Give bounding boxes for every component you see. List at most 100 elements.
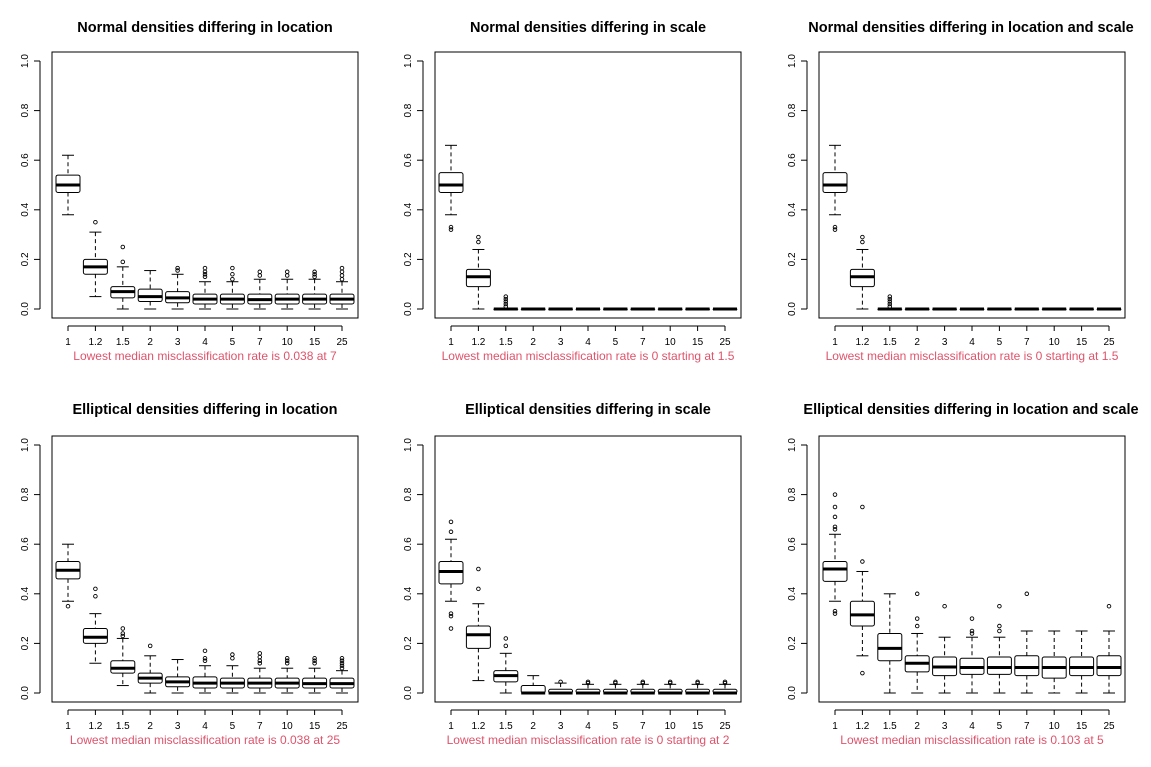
plot-frame bbox=[818, 51, 1126, 319]
outlier-point bbox=[914, 623, 920, 629]
box-1 bbox=[438, 144, 464, 232]
x-tick-label: 2 bbox=[914, 337, 920, 348]
box-2 bbox=[137, 643, 163, 694]
y-axis: 0.0 0.2 0.4 0.6 0.8 1.0 bbox=[20, 54, 41, 316]
outlier-point bbox=[312, 274, 317, 280]
box-2 bbox=[137, 270, 163, 310]
chart-title: Normal densities differing in location bbox=[77, 20, 332, 36]
x-tick-label: 1.5 bbox=[116, 721, 130, 732]
box-10 bbox=[657, 307, 683, 311]
outlier-point bbox=[832, 492, 838, 497]
x-tick-label: 1.2 bbox=[88, 337, 102, 348]
y-tick-label: 0.2 bbox=[403, 252, 414, 266]
chart-title: Elliptical densities differing in locati… bbox=[72, 402, 337, 418]
box-10 bbox=[274, 656, 300, 694]
x-tick-label: 10 bbox=[1049, 337, 1061, 348]
box-7 bbox=[630, 679, 656, 695]
outlier-point bbox=[613, 679, 618, 685]
x-tick-label: 7 bbox=[640, 721, 646, 732]
box-5 bbox=[219, 265, 245, 310]
outlier-point bbox=[257, 660, 263, 666]
y-tick-label: 0.2 bbox=[20, 252, 31, 266]
x-tick-label: 25 bbox=[719, 721, 731, 732]
box-1.5 bbox=[877, 593, 903, 694]
plot-frame bbox=[434, 51, 742, 319]
x-tick-label: 1.5 bbox=[499, 721, 513, 732]
box-7 bbox=[1014, 307, 1040, 311]
outlier-point bbox=[887, 301, 893, 307]
box-7 bbox=[630, 307, 656, 311]
x-tick-label: 3 bbox=[175, 721, 181, 732]
x-axis: 1 1.2 1.5 2 3 4 5 7 10 15 25 bbox=[65, 325, 348, 348]
outlier-point bbox=[257, 269, 263, 275]
x-tick-label: 7 bbox=[1024, 721, 1030, 732]
outlier-point bbox=[339, 660, 345, 666]
outlier-point bbox=[695, 679, 700, 685]
y-tick-label: 0.8 bbox=[403, 103, 414, 117]
box-15 bbox=[302, 269, 328, 310]
y-tick-label: 1.0 bbox=[787, 438, 798, 452]
x-tick-label: 3 bbox=[175, 337, 181, 348]
y-axis: 0.0 0.2 0.4 0.6 0.8 1.0 bbox=[403, 54, 424, 316]
x-tick-label: 4 bbox=[969, 337, 975, 348]
x-tick-label: 10 bbox=[665, 337, 677, 348]
x-tick-label: 1 bbox=[448, 721, 454, 732]
x-tick-label: 25 bbox=[1103, 337, 1115, 348]
outlier-point bbox=[230, 652, 235, 657]
y-tick-label: 0.8 bbox=[20, 487, 31, 501]
chart-title: Elliptical densities differing in locati… bbox=[803, 402, 1138, 418]
outlier-point bbox=[339, 656, 345, 661]
outlier-point bbox=[503, 299, 509, 304]
x-tick-label: 1 bbox=[832, 721, 838, 732]
outlier-point bbox=[448, 626, 454, 631]
x-tick-label: 7 bbox=[640, 337, 646, 348]
outlier-point bbox=[93, 219, 98, 225]
y-tick-label: 1.0 bbox=[20, 54, 31, 68]
outlier-point bbox=[202, 272, 208, 277]
outlier-point bbox=[120, 631, 126, 636]
x-tick-label: 2 bbox=[147, 337, 153, 348]
outlier-point bbox=[860, 670, 865, 676]
box-1.5 bbox=[493, 294, 519, 311]
chart-panel-6: Elliptical densities differing in locati… bbox=[787, 402, 1139, 747]
box-15 bbox=[685, 307, 711, 311]
x-tick-label: 1.5 bbox=[883, 337, 897, 348]
box-10 bbox=[1041, 630, 1067, 694]
x-tick-label: 2 bbox=[530, 337, 536, 348]
outlier-point bbox=[503, 304, 509, 309]
chart-title: Normal densities differing in scale bbox=[470, 20, 706, 36]
outlier-point bbox=[312, 269, 317, 275]
box-4 bbox=[575, 679, 601, 695]
outlier-point bbox=[476, 234, 481, 240]
outlier-point bbox=[312, 272, 317, 277]
y-axis: 0.0 0.2 0.4 0.6 0.8 1.0 bbox=[403, 438, 424, 700]
box-1.2 bbox=[465, 234, 491, 310]
outlier-point bbox=[448, 227, 454, 232]
outlier-point bbox=[997, 603, 1002, 609]
box-15 bbox=[685, 679, 711, 695]
x-tick-label: 1.2 bbox=[471, 337, 485, 348]
x-tick-label: 7 bbox=[257, 721, 263, 732]
panels-layer: Normal densities differing in location 0.… bbox=[20, 20, 1139, 747]
x-tick-label: 5 bbox=[997, 721, 1003, 732]
y-tick-label: 0.6 bbox=[403, 153, 414, 167]
x-tick-label: 10 bbox=[282, 337, 294, 348]
x-axis: 1 1.2 1.5 2 3 4 5 7 10 15 25 bbox=[448, 709, 731, 732]
x-tick-label: 3 bbox=[558, 721, 564, 732]
box-1.5 bbox=[493, 636, 519, 694]
x-tick-label: 7 bbox=[257, 337, 263, 348]
plot-frame bbox=[434, 435, 742, 703]
outlier-point bbox=[257, 273, 263, 278]
box-5 bbox=[602, 679, 628, 695]
x-tick-label: 4 bbox=[585, 721, 591, 732]
outlier-point bbox=[175, 265, 180, 271]
outlier-point bbox=[476, 586, 481, 592]
outlier-point bbox=[997, 628, 1002, 634]
box-iqr bbox=[438, 172, 464, 193]
box-5 bbox=[602, 307, 628, 311]
x-tick-label: 2 bbox=[147, 721, 153, 732]
box-2 bbox=[520, 675, 546, 695]
summary-note: Lowest median misclassification rate is … bbox=[840, 733, 1104, 747]
y-tick-label: 0.6 bbox=[403, 537, 414, 551]
y-tick-label: 1.0 bbox=[20, 438, 31, 452]
